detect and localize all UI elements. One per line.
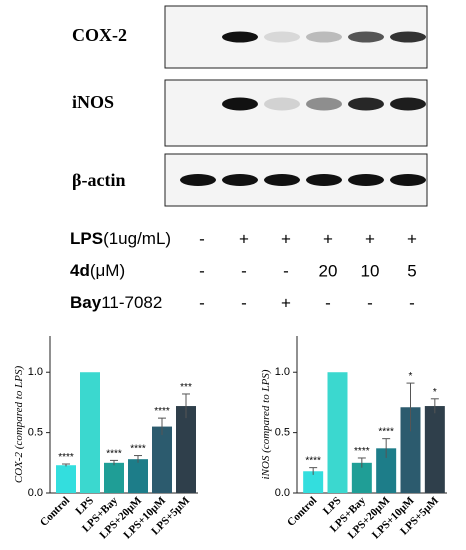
blot-band — [306, 97, 342, 111]
treatment-sign: + — [281, 229, 291, 248]
bar — [424, 406, 445, 493]
significance: * — [409, 371, 413, 382]
error-bar — [158, 417, 166, 436]
blot-band — [390, 97, 426, 111]
bar — [400, 407, 421, 493]
treatment-unit: (μM) — [90, 261, 125, 280]
significance: **** — [106, 448, 122, 459]
treatment-label: 4d(μM) — [70, 261, 125, 280]
error-bar — [309, 467, 318, 475]
y-axis-label: COX-2 (compared to LPS) — [13, 366, 25, 484]
treatment-sign: - — [241, 261, 247, 280]
significance: **** — [154, 406, 170, 417]
blot-band — [390, 31, 426, 43]
x-tick-label: Control — [285, 495, 319, 529]
significance: **** — [305, 456, 321, 467]
blot-band — [306, 31, 342, 43]
treatment-label: LPS(1ug/mL) — [70, 229, 171, 248]
treatment-sign: - — [199, 261, 205, 280]
blot-band — [222, 97, 258, 111]
treatment-name: Bay — [70, 293, 102, 312]
treatment-sign: - — [199, 229, 205, 248]
error-bar — [134, 455, 142, 463]
blot-band — [222, 31, 258, 43]
bar — [56, 465, 76, 493]
treatment-unit: (1ug/mL) — [103, 229, 171, 248]
bar — [176, 406, 196, 493]
protein-label: COX-2 — [72, 25, 127, 45]
treatment-sign: - — [409, 293, 415, 312]
error-bar — [357, 457, 366, 468]
blot-band — [180, 174, 216, 186]
treatment-sign: + — [281, 293, 291, 312]
bar — [128, 459, 148, 493]
treatment-sign: 10 — [361, 261, 380, 280]
blot-band — [222, 174, 258, 186]
significance: **** — [130, 444, 146, 455]
y-tick-label: 0.0 — [28, 487, 43, 499]
treatment-sign: + — [365, 229, 375, 248]
treatment-sign: - — [367, 293, 373, 312]
error-bar — [430, 398, 439, 414]
significance: **** — [378, 427, 394, 438]
significance: **** — [354, 446, 370, 457]
y-axis-label: iNOS (compared to LPS) — [260, 369, 272, 479]
treatment-sign: - — [283, 261, 289, 280]
y-tick-label: 1.0 — [275, 366, 290, 378]
treatment-sign: - — [325, 293, 331, 312]
error-bar — [182, 393, 190, 419]
significance: *** — [180, 382, 192, 393]
blot-inos — [164, 79, 428, 147]
blot-band — [264, 174, 300, 186]
error-bar — [62, 463, 70, 467]
y-tick-label: 0.5 — [275, 427, 290, 439]
blot-band — [348, 174, 384, 186]
bar — [303, 471, 324, 493]
treatment-unit: 11-7082 — [101, 293, 162, 312]
treatment-sign: 20 — [319, 261, 338, 280]
treatment-sign: + — [407, 229, 417, 248]
error-bar — [382, 438, 391, 458]
bar — [104, 462, 124, 493]
blot-band — [306, 174, 342, 186]
y-tick-label: 0.5 — [28, 427, 43, 439]
treatment-sign: + — [323, 229, 333, 248]
y-tick-label: 1.0 — [28, 366, 43, 378]
bar — [327, 372, 348, 493]
error-bar — [406, 382, 415, 432]
blot-band — [264, 97, 300, 111]
significance: **** — [58, 452, 74, 463]
treatment-name: LPS — [70, 229, 103, 248]
blot-band — [348, 31, 384, 43]
protein-label: β-actin — [72, 170, 125, 190]
x-tick-label: Control — [38, 495, 72, 529]
treatment-sign: - — [199, 293, 205, 312]
bar — [376, 448, 397, 493]
y-tick-label: 0.0 — [275, 487, 290, 499]
bar — [152, 426, 172, 493]
treatment-label: Bay11-7082 — [70, 293, 162, 312]
blot-band — [390, 174, 426, 186]
error-bar — [110, 459, 118, 466]
protein-label: iNOS — [72, 92, 114, 112]
significance: * — [433, 387, 437, 398]
bar — [80, 372, 100, 493]
treatment-sign: + — [239, 229, 249, 248]
treatment-sign: - — [241, 293, 247, 312]
blot-band — [348, 97, 384, 111]
blot-band — [264, 31, 300, 43]
treatment-name: 4d — [70, 261, 90, 280]
treatment-sign: 5 — [407, 261, 416, 280]
bar — [351, 462, 372, 493]
